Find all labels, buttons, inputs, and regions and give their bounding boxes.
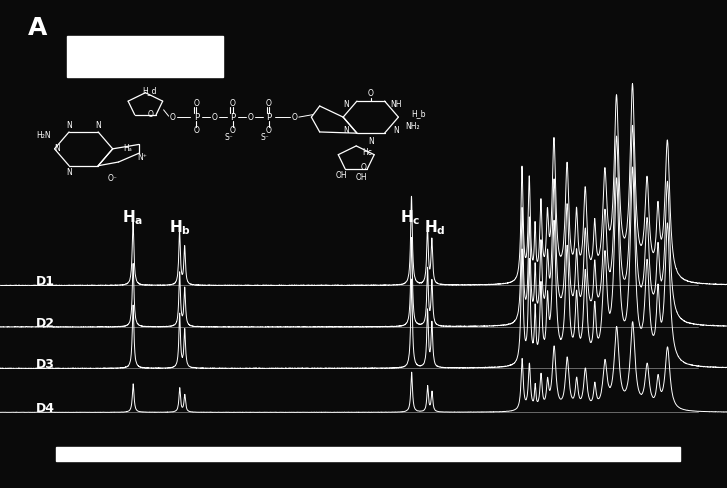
Text: O: O xyxy=(361,163,366,172)
Text: O: O xyxy=(230,99,236,108)
Text: N: N xyxy=(55,144,60,153)
Text: H_d: H_d xyxy=(142,86,156,95)
Text: S⁻: S⁻ xyxy=(261,133,270,142)
Bar xyxy=(67,36,223,77)
Text: Hc: Hc xyxy=(363,148,372,157)
Text: O: O xyxy=(193,99,199,108)
Text: OH: OH xyxy=(356,173,368,182)
Text: N⁺: N⁺ xyxy=(137,153,147,162)
Text: N: N xyxy=(343,100,349,109)
Text: O: O xyxy=(368,88,374,98)
Text: OH: OH xyxy=(335,171,347,180)
Text: O: O xyxy=(266,126,272,135)
Text: $\mathbf{H_a}$: $\mathbf{H_a}$ xyxy=(122,208,144,227)
Text: O: O xyxy=(212,113,217,122)
Text: H₂N: H₂N xyxy=(36,131,51,140)
Text: O: O xyxy=(248,113,254,122)
Text: Hₐ: Hₐ xyxy=(123,144,132,153)
Text: P: P xyxy=(230,113,236,122)
Text: $\mathbf{H_d}$: $\mathbf{H_d}$ xyxy=(424,218,446,237)
Text: O: O xyxy=(170,113,176,122)
Text: O: O xyxy=(230,126,236,135)
Text: O: O xyxy=(193,126,199,135)
Text: S⁻: S⁻ xyxy=(225,133,233,142)
Text: O: O xyxy=(266,99,272,108)
Text: O: O xyxy=(148,110,154,119)
Text: NH: NH xyxy=(390,100,401,109)
Text: N: N xyxy=(343,125,349,135)
Text: N: N xyxy=(368,137,374,146)
Text: N: N xyxy=(66,168,72,177)
Text: H_b: H_b xyxy=(411,109,425,118)
Text: O: O xyxy=(292,113,297,122)
Text: D1: D1 xyxy=(36,275,55,288)
Bar xyxy=(56,447,680,461)
Text: $\mathbf{H_c}$: $\mathbf{H_c}$ xyxy=(401,208,421,227)
Text: $\mathbf{H_b}$: $\mathbf{H_b}$ xyxy=(169,218,190,237)
Text: P: P xyxy=(266,113,272,122)
Text: N: N xyxy=(95,121,101,130)
Text: D2: D2 xyxy=(36,317,55,329)
Text: D3: D3 xyxy=(36,358,55,371)
Text: P: P xyxy=(193,113,199,122)
Text: D4: D4 xyxy=(36,402,55,415)
Text: NH₂: NH₂ xyxy=(405,122,419,131)
Text: N: N xyxy=(393,125,398,135)
Text: N: N xyxy=(66,121,72,130)
Text: O⁻: O⁻ xyxy=(108,174,118,183)
Text: A: A xyxy=(28,16,47,40)
